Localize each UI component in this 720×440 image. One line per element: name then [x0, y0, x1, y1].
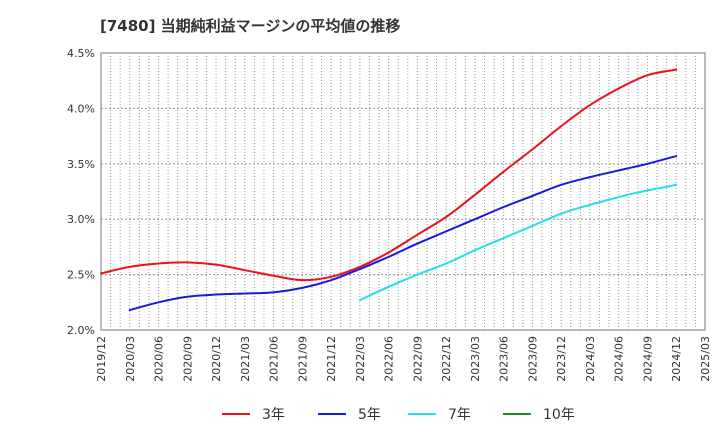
legend: 3年 5年 7年 10年: [222, 407, 575, 423]
x-tick-label: 2022/03: [354, 336, 367, 382]
x-tick-label: 2019/12: [95, 336, 108, 382]
x-tick-label: 2020/12: [210, 336, 223, 382]
y-tick-label: 2.0%: [67, 324, 95, 337]
x-tick-label: 2025/03: [699, 336, 712, 382]
y-tick-label: 3.5%: [67, 158, 95, 171]
x-axis: 2019/12 2020/03 2020/06 2020/09 2020/12 2021/…: [95, 336, 712, 382]
x-tick-label: 2021/06: [268, 336, 281, 382]
legend-label: 3年: [262, 407, 285, 423]
x-tick-label: 2023/03: [469, 336, 482, 382]
legend-label: 10年: [543, 407, 575, 423]
x-tick-label: 2021/03: [239, 336, 252, 382]
x-tick-label: 2022/06: [383, 336, 396, 382]
legend-label: 7年: [448, 407, 471, 423]
x-tick-label: 2020/03: [124, 336, 137, 382]
series-lines: [100, 68, 678, 312]
x-tick-label: 2024/06: [613, 336, 626, 382]
plot-area: [100, 52, 706, 331]
y-tick-label: 2.5%: [67, 269, 95, 282]
y-tick-label: 4.0%: [67, 102, 95, 115]
chart-title: [7480] 当期純利益マージンの平均値の推移: [100, 17, 400, 35]
series-line-2: [128, 155, 678, 312]
legend-label: 5年: [358, 407, 381, 423]
x-tick-label: 2020/09: [181, 336, 194, 382]
x-tick-label: 2024/09: [641, 336, 654, 382]
x-tick-label: 2024/12: [670, 336, 683, 382]
y-axis: 2.0% 2.5% 3.0% 3.5% 4.0% 4.5%: [67, 47, 95, 337]
x-tick-label: 2023/12: [555, 336, 568, 382]
series-line-3: [358, 183, 678, 302]
series-line-1: [100, 68, 678, 282]
grid-lines: [101, 53, 705, 330]
x-tick-label: 2024/03: [584, 336, 597, 382]
x-tick-label: 2021/09: [296, 336, 309, 382]
x-tick-label: 2021/12: [325, 336, 338, 382]
x-tick-label: 2022/12: [440, 336, 453, 382]
x-tick-label: 2022/09: [411, 336, 424, 382]
y-tick-label: 3.0%: [67, 213, 95, 226]
y-tick-label: 4.5%: [67, 47, 95, 60]
x-tick-label: 2023/06: [498, 336, 511, 382]
x-tick-label: 2020/06: [153, 336, 166, 382]
x-tick-label: 2023/09: [526, 336, 539, 382]
